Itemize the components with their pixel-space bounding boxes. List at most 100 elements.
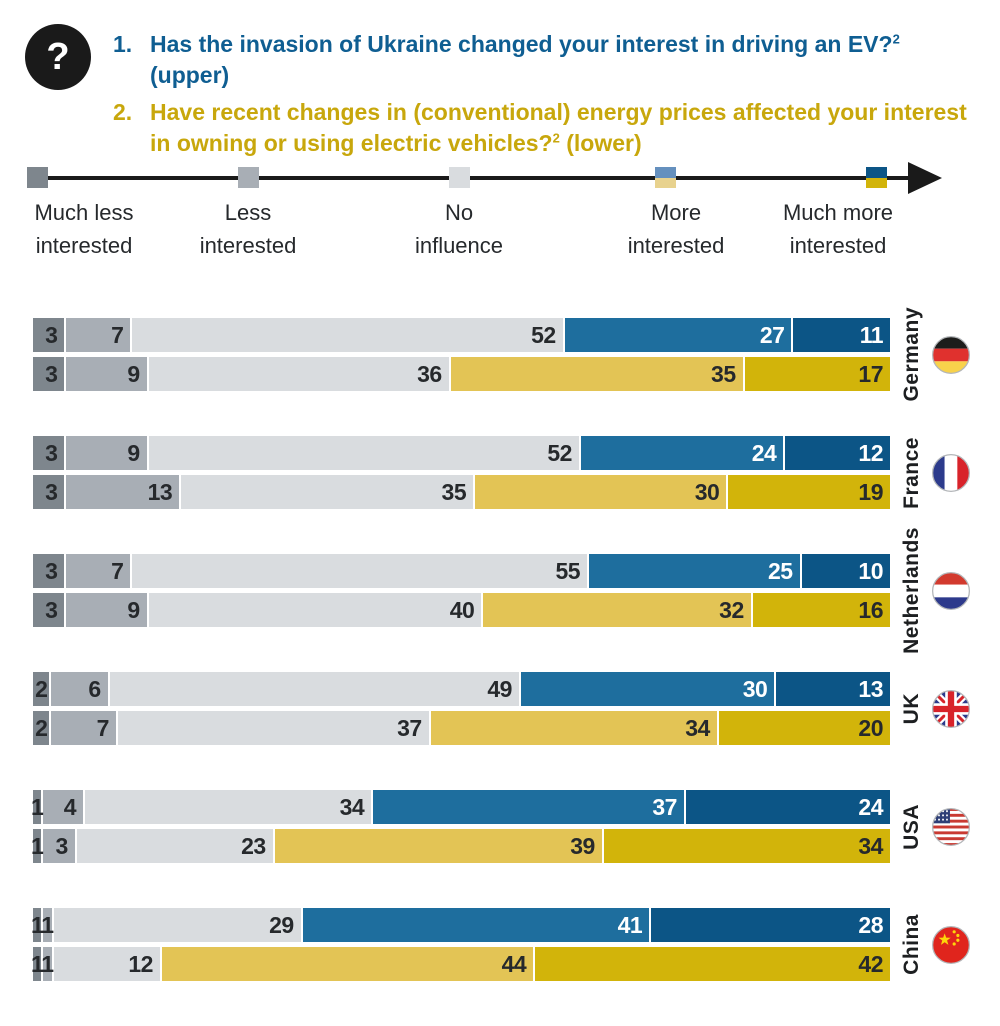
netherlands-upper-segment-much-more-interested: 10 [801,554,891,588]
segment-value: 7 [96,714,110,741]
segment-value: 1 [31,950,44,977]
segment-value: 37 [652,793,677,820]
segment-value: 27 [759,321,785,348]
country-label-france: France [892,436,932,509]
china-lower-segment-much-less-interested: 1 [31,947,44,981]
germany-upper-bar: 3 7 52 27 11 [33,318,891,352]
uk-upper-segment-less-interested: 6 [51,672,108,706]
netherlands-upper-segment-much-less-interested: 3 [33,554,65,588]
segment-value: 2 [35,675,48,702]
segment-value: 20 [858,714,883,741]
segment-value: 44 [501,950,527,977]
uk-lower-segment-no-influence: 37 [117,711,429,745]
segment-value: 7 [111,557,124,584]
scale-label-line1: Much more [782,200,894,225]
usa-upper-segment-much-more-interested: 24 [685,790,890,824]
china-upper-segment-much-more-interested: 28 [651,908,891,942]
segment-value: 3 [45,596,58,623]
segment-value: 36 [417,360,442,387]
germany-lower-segment-much-less-interested: 3 [33,357,65,391]
china-bars: 1 1 29 41 28 1 1 12 44 42 [31,908,891,981]
scale-marker-half [654,167,676,178]
country-label-netherlands: Netherlands [892,527,932,654]
france-upper-segment-no-influence: 52 [148,436,579,470]
question-1: 1. Has the invasion of Ukraine changed y… [113,29,985,91]
segment-value: 30 [694,478,720,505]
segment-value: 52 [547,439,572,466]
germany-bars: 3 7 52 27 11 3 9 36 35 17 [33,318,891,391]
country-label-germany: Germany [892,307,932,402]
country-group-china: 1 1 29 41 28 1 1 12 44 42 China [31,908,970,981]
usa-upper-bar: 1 4 34 37 24 [30,790,890,824]
country-group-france: 3 9 52 24 12 3 13 35 30 19 France [33,436,970,509]
scale-marker-half [865,167,887,178]
segment-value: 1 [30,793,44,820]
scale-label-line2: interested [35,233,133,258]
china-lower-segment-no-influence: 12 [53,947,160,981]
segment-value: 42 [858,950,883,977]
question-1-number: 1. [113,31,133,57]
china-lower-segment-much-more-interested: 42 [535,947,890,981]
china-lower-segment-more-interested: 44 [161,947,534,981]
scale-arrowhead-icon [908,162,942,194]
country-group-uk: 2 6 49 30 13 2 7 37 34 20 UK [33,672,970,745]
country-label-text: France [900,436,923,509]
segment-value: 24 [751,439,777,466]
segment-value: 34 [858,832,883,859]
segment-value: 12 [128,950,153,977]
china-upper-segment-much-less-interested: 1 [31,908,44,942]
netherlands-upper-segment-less-interested: 7 [66,554,131,588]
uk-upper-segment-much-less-interested: 2 [33,672,50,706]
segment-value: 3 [45,360,58,387]
country-label-text: UK [900,692,923,725]
germany-lower-segment-no-influence: 36 [148,357,449,391]
segment-value: 52 [531,321,556,348]
country-label-text: China [900,914,923,975]
segment-value: 28 [858,911,884,938]
france-upper-segment-less-interested: 9 [66,436,147,470]
country-label-uk: UK [892,672,932,745]
country-label-china: China [892,908,932,981]
segment-value: 19 [858,478,883,505]
scale-label-no-influence: No influence [369,196,549,262]
france-upper-bar: 3 9 52 24 12 [33,436,891,470]
france-flag-icon [932,453,970,492]
uk-lower-segment-much-less-interested: 2 [33,711,50,745]
france-upper-segment-much-more-interested: 12 [785,436,891,470]
segment-value: 3 [45,321,58,348]
uk-upper-segment-more-interested: 30 [520,672,775,706]
segment-value: 39 [570,832,595,859]
question-mark-glyph: ? [46,35,70,78]
china-upper-bar: 1 1 29 41 28 [31,908,891,942]
netherlands-lower-segment-more-interested: 32 [483,593,751,627]
segment-value: 7 [111,321,124,348]
segment-value: 9 [127,360,140,387]
segment-value: 11 [859,321,884,348]
segment-value: 2 [35,714,48,741]
china-upper-segment-more-interested: 41 [302,908,650,942]
usa-lower-segment-much-more-interested: 34 [603,829,890,863]
segment-value: 9 [127,596,140,623]
scale-label-line2: interested [789,233,887,258]
segment-value: 1 [41,911,54,938]
scale-label-more-interested: More interested [586,196,766,262]
france-lower-bar: 3 13 35 30 19 [33,475,890,509]
segment-value: 3 [45,557,58,584]
germany-upper-segment-more-interested: 27 [564,318,792,352]
france-lower-segment-much-less-interested: 3 [33,475,65,509]
segment-value: 24 [858,793,883,820]
question-2-number: 2. [113,99,133,125]
segment-value: 37 [397,714,422,741]
usa-lower-bar: 1 3 23 39 34 [31,829,890,863]
segment-value: 35 [441,478,467,505]
scale-label-line1: More [650,200,702,225]
segment-value: 49 [487,675,512,702]
question-2-suffix: (lower) [559,130,642,156]
segment-value: 55 [555,557,581,584]
segment-value: 41 [617,911,643,938]
germany-upper-segment-no-influence: 52 [132,318,563,352]
segment-value: 17 [858,360,884,387]
scale-marker-half [865,177,887,188]
uk-bars: 2 6 49 30 13 2 7 37 34 20 [33,672,891,745]
segment-value: 13 [858,675,884,702]
